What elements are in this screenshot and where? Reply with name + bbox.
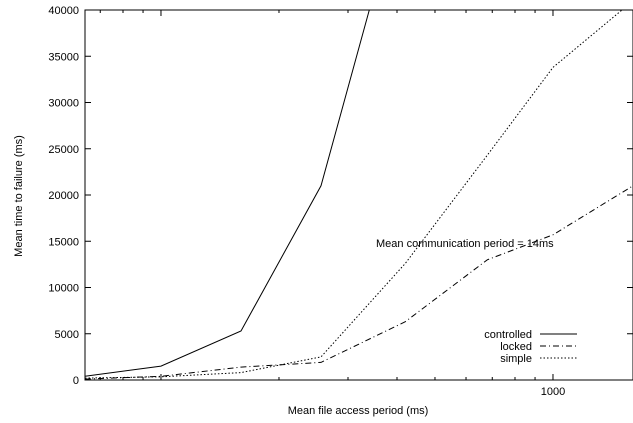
series-line-locked	[84, 185, 633, 380]
series-line-simple	[84, 9, 623, 379]
y-tick-label: 15000	[48, 236, 79, 248]
series-lines	[84, 9, 633, 380]
legend-label-controlled: controlled	[484, 329, 532, 341]
chart-annotation: Mean communication period = 14ms	[376, 238, 554, 250]
legend-label-locked: locked	[500, 341, 532, 353]
y-tick-label: 25000	[48, 144, 79, 156]
y-tick-label: 20000	[48, 190, 79, 202]
y-tick-label: 40000	[48, 5, 79, 17]
y-tick-label: 5000	[55, 329, 79, 341]
y-axis-label: Mean time to failure (ms)	[13, 135, 25, 257]
series-line-controlled	[84, 9, 370, 377]
y-tick-label: 35000	[48, 51, 79, 63]
plot-frame	[84, 9, 633, 381]
y-axis-ticks: 0 5000 10000 15000 20000 25000 30000 35000 40000	[48, 5, 633, 387]
y-tick-label: 0	[73, 375, 79, 387]
x-axis-label: Mean file access period (ms)	[288, 405, 429, 417]
legend-label-simple: simple	[500, 353, 532, 365]
y-tick-label: 10000	[48, 283, 79, 295]
x-axis-ticks: 1000	[99, 10, 565, 398]
legend: controlled locked simple	[484, 329, 577, 365]
plot-area-border	[84, 9, 633, 381]
x-tick-label: 1000	[541, 386, 565, 398]
y-tick-label: 30000	[48, 98, 79, 110]
